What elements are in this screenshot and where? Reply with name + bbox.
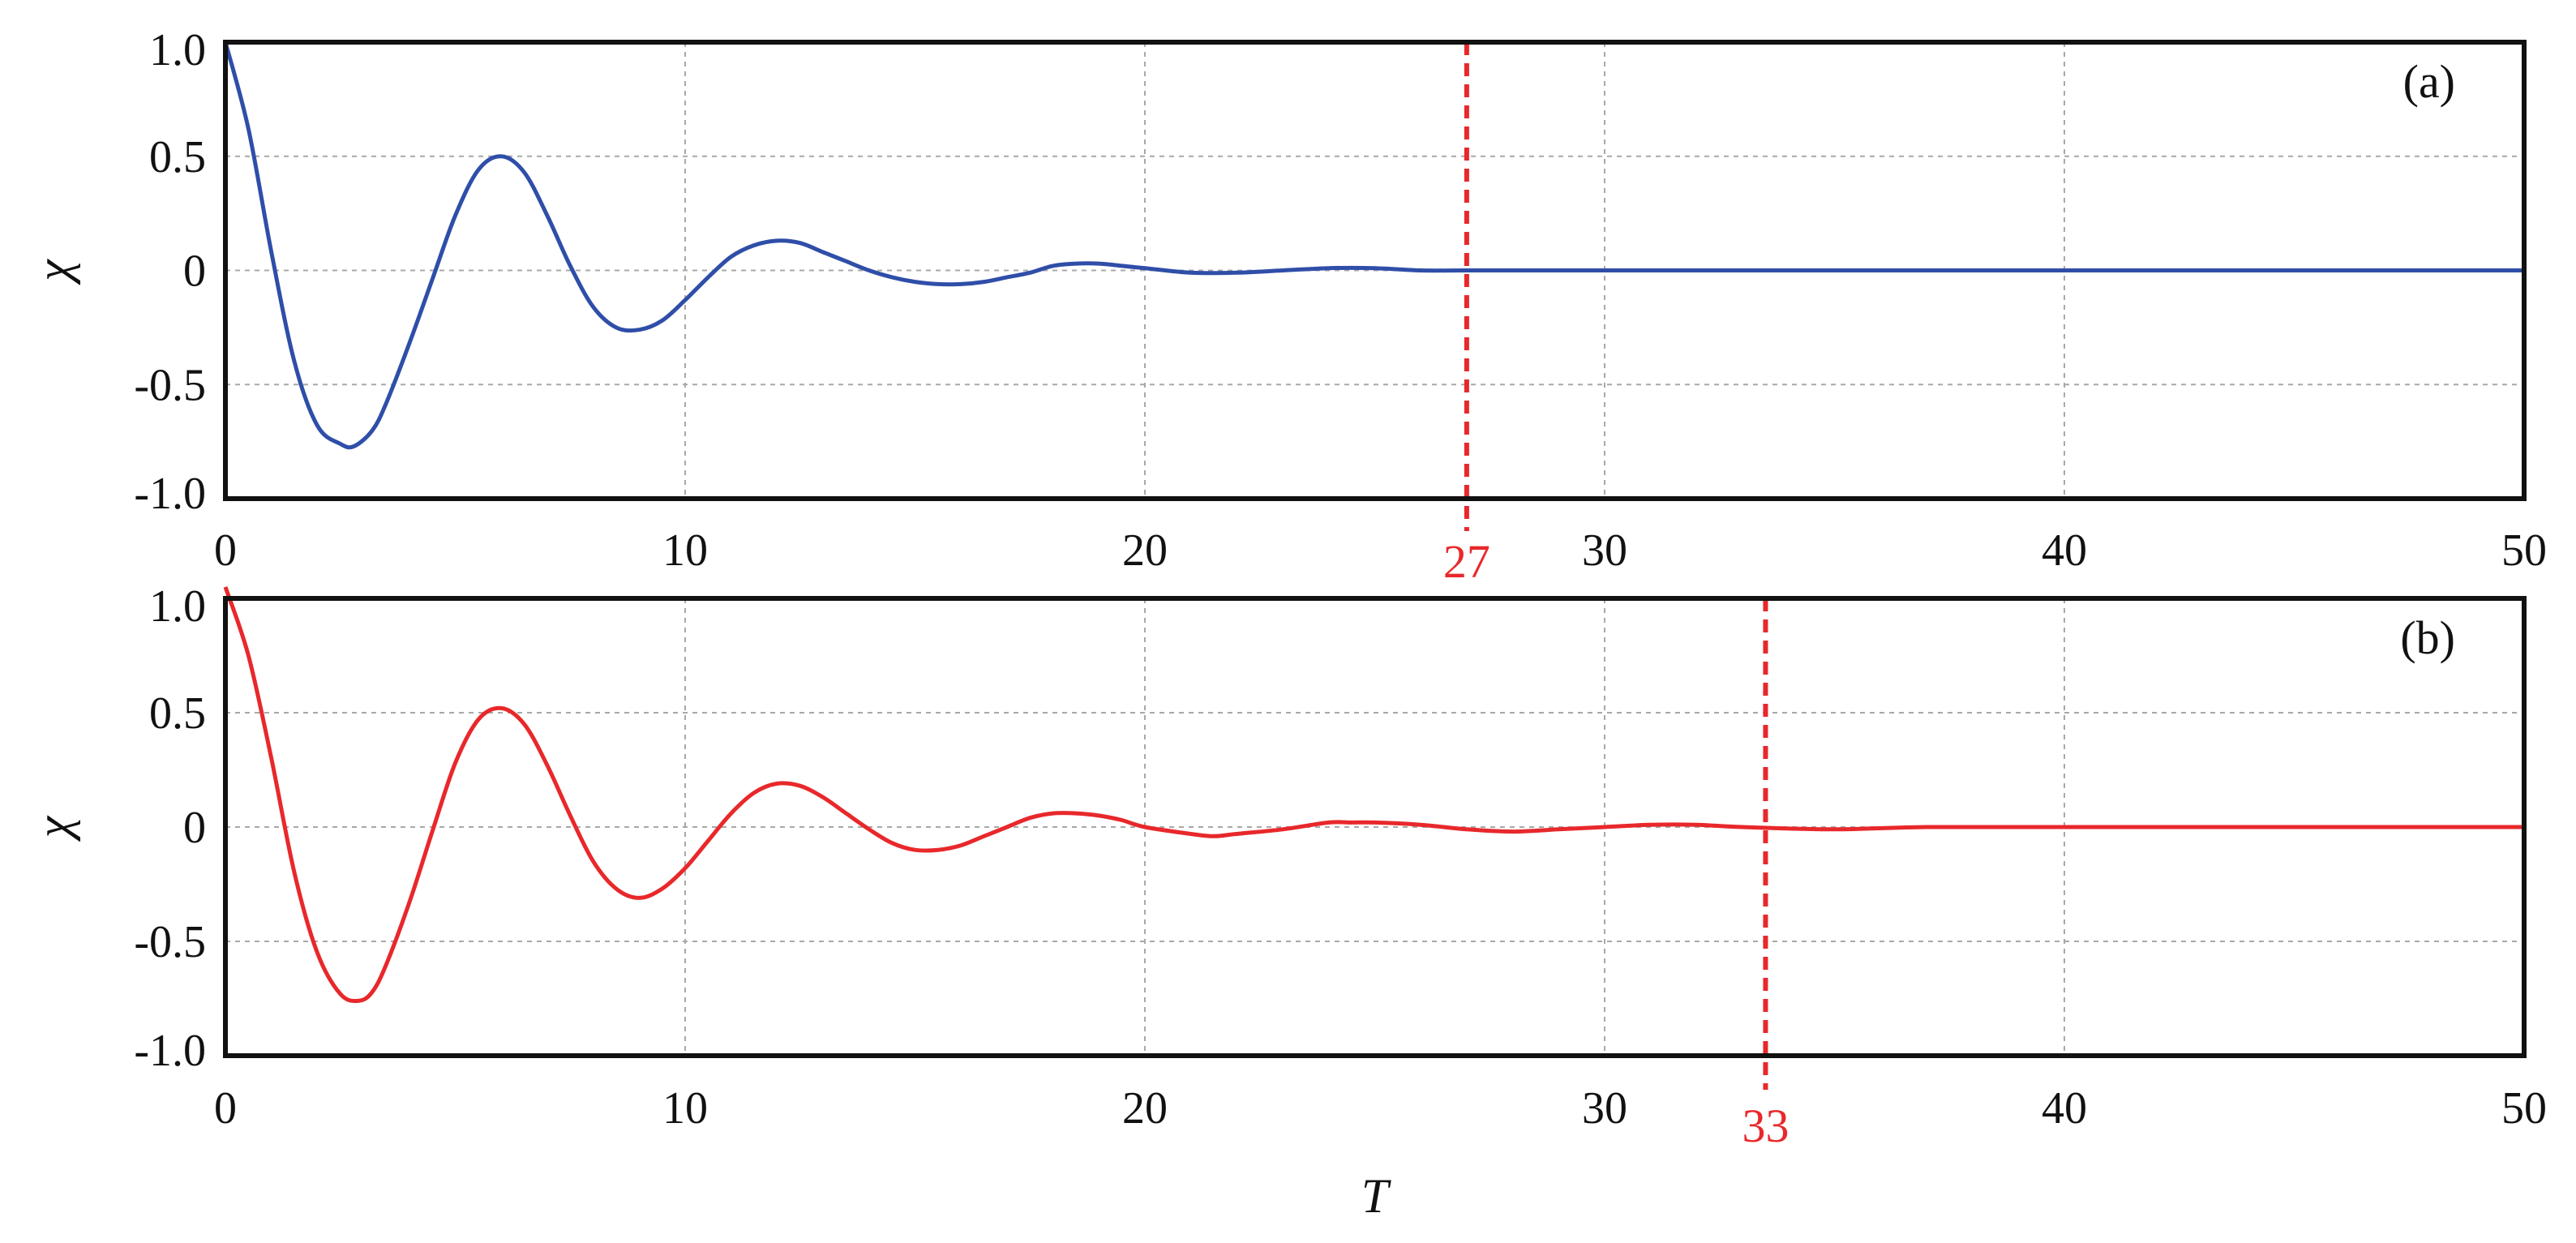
series-line bbox=[223, 41, 2524, 450]
panel-a-x-ticks: 0 10 20 30 40 50 bbox=[214, 525, 2547, 576]
y-tick-label: 0.5 bbox=[149, 132, 206, 182]
y-tick-label: -1.0 bbox=[134, 469, 206, 519]
panel-a-label: (a) bbox=[2403, 55, 2455, 108]
panel-a-y-axis-label: χ bbox=[27, 259, 80, 285]
x-tick-label: 30 bbox=[1582, 1083, 1627, 1134]
panel-a-marker-label: 27 bbox=[1443, 535, 1490, 588]
panel-a-frame bbox=[223, 40, 2527, 501]
panel-b-frame bbox=[223, 596, 2527, 1058]
x-tick-label: 20 bbox=[1122, 1083, 1168, 1134]
panel-b-series bbox=[223, 586, 2524, 1004]
x-tick-label: 50 bbox=[2501, 525, 2547, 576]
x-tick-label: 10 bbox=[662, 1083, 708, 1134]
y-tick-label: 0 bbox=[183, 803, 206, 853]
panel-b-y-ticks: 1.0 0.5 0 -0.5 -1.0 bbox=[134, 581, 206, 1076]
panel-b-label: (b) bbox=[2400, 611, 2455, 664]
x-tick-label: 20 bbox=[1122, 525, 1168, 576]
y-tick-label: 0.5 bbox=[149, 688, 206, 739]
panel-b: 1.0 0.5 0 -0.5 -1.0 0 10 20 30 40 50 χ (b) 33 bbox=[27, 581, 2547, 1152]
x-tick-label: 40 bbox=[2042, 1083, 2087, 1134]
panel-b-x-ticks: 0 10 20 30 40 50 bbox=[214, 1083, 2547, 1134]
panel-b-marker-label: 33 bbox=[1742, 1099, 1789, 1152]
x-tick-label: 40 bbox=[2042, 525, 2087, 576]
y-tick-label: -0.5 bbox=[134, 360, 206, 410]
panel-a: 1.0 0.5 0 -0.5 -1.0 0 10 20 30 40 50 χ (a) 27 bbox=[27, 25, 2547, 588]
y-tick-label: 0 bbox=[183, 246, 206, 297]
panel-b-y-axis-label: χ bbox=[27, 815, 80, 842]
x-tick-label: 0 bbox=[214, 1083, 237, 1134]
x-tick-label: 0 bbox=[214, 525, 237, 576]
x-tick-label: 50 bbox=[2501, 1083, 2547, 1134]
x-tick-label: 10 bbox=[662, 525, 708, 576]
x-tick-label: 30 bbox=[1582, 525, 1627, 576]
x-axis-label: T bbox=[1361, 1169, 1391, 1223]
y-tick-label: 1.0 bbox=[149, 581, 206, 632]
series-line bbox=[223, 586, 2524, 1004]
panel-a-y-ticks: 1.0 0.5 0 -0.5 -1.0 bbox=[134, 25, 206, 519]
y-tick-label: 1.0 bbox=[149, 25, 206, 75]
y-tick-label: -1.0 bbox=[134, 1026, 206, 1076]
y-tick-label: -0.5 bbox=[134, 917, 206, 967]
panel-a-series bbox=[223, 41, 2524, 450]
